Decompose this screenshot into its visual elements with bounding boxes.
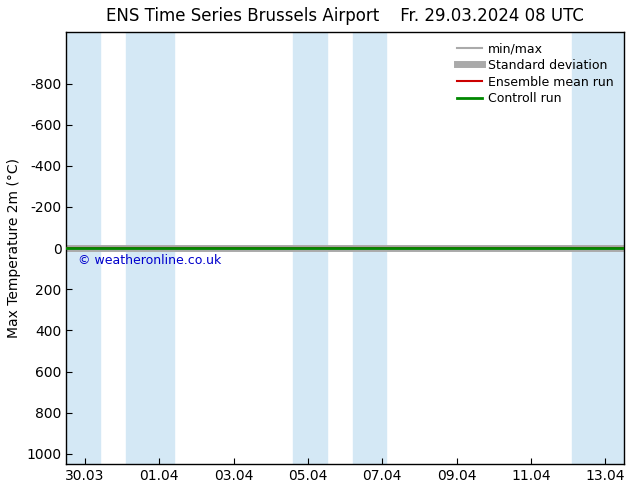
Text: © weatheronline.co.uk: © weatheronline.co.uk	[77, 254, 221, 268]
Bar	[293, 32, 327, 464]
Bar	[353, 32, 386, 464]
Bar	[572, 32, 624, 464]
Legend: min/max, Standard deviation, Ensemble mean run, Controll run: min/max, Standard deviation, Ensemble me…	[453, 38, 618, 109]
Y-axis label: Max Temperature 2m (°C): Max Temperature 2m (°C)	[7, 158, 21, 338]
Bar	[126, 32, 174, 464]
Bar	[67, 32, 100, 464]
Title: ENS Time Series Brussels Airport    Fr. 29.03.2024 08 UTC: ENS Time Series Brussels Airport Fr. 29.…	[106, 7, 584, 25]
